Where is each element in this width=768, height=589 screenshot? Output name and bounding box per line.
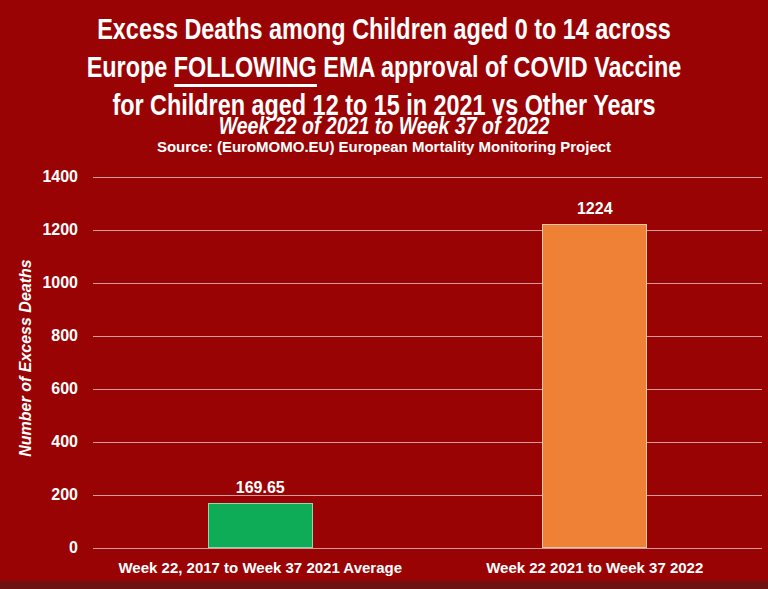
bottom-strip xyxy=(0,581,768,589)
x-category-label: Week 22, 2017 to Week 37 2021 Average xyxy=(90,558,430,578)
y-tick-label: 0 xyxy=(0,538,78,558)
bar-value-label: 169.65 xyxy=(200,479,320,497)
gridline xyxy=(93,177,762,178)
gridline xyxy=(93,283,762,284)
gridline xyxy=(93,442,762,443)
y-tick-label: 1000 xyxy=(0,273,78,293)
gridline xyxy=(93,548,762,549)
gridline xyxy=(93,389,762,390)
y-tick-label: 400 xyxy=(0,432,78,452)
bar-1 xyxy=(542,224,647,548)
y-tick-label: 200 xyxy=(0,485,78,505)
x-category-label: Week 22 2021 to Week 37 2022 xyxy=(425,558,765,578)
y-tick-label: 1200 xyxy=(0,220,78,240)
chart-canvas: Excess Deaths among Children aged 0 to 1… xyxy=(0,0,768,589)
plot-area: 0 200 400 600 800 1000 1200 1400 169.65 Week 22, … xyxy=(0,0,768,589)
gridline xyxy=(93,230,762,231)
bar-0 xyxy=(208,503,313,548)
bar-value-label: 1224 xyxy=(535,200,655,218)
y-tick-label: 800 xyxy=(0,326,78,346)
gridline xyxy=(93,336,762,337)
gridline xyxy=(93,495,762,496)
y-tick-label: 1400 xyxy=(0,167,78,187)
y-tick-label: 600 xyxy=(0,379,78,399)
